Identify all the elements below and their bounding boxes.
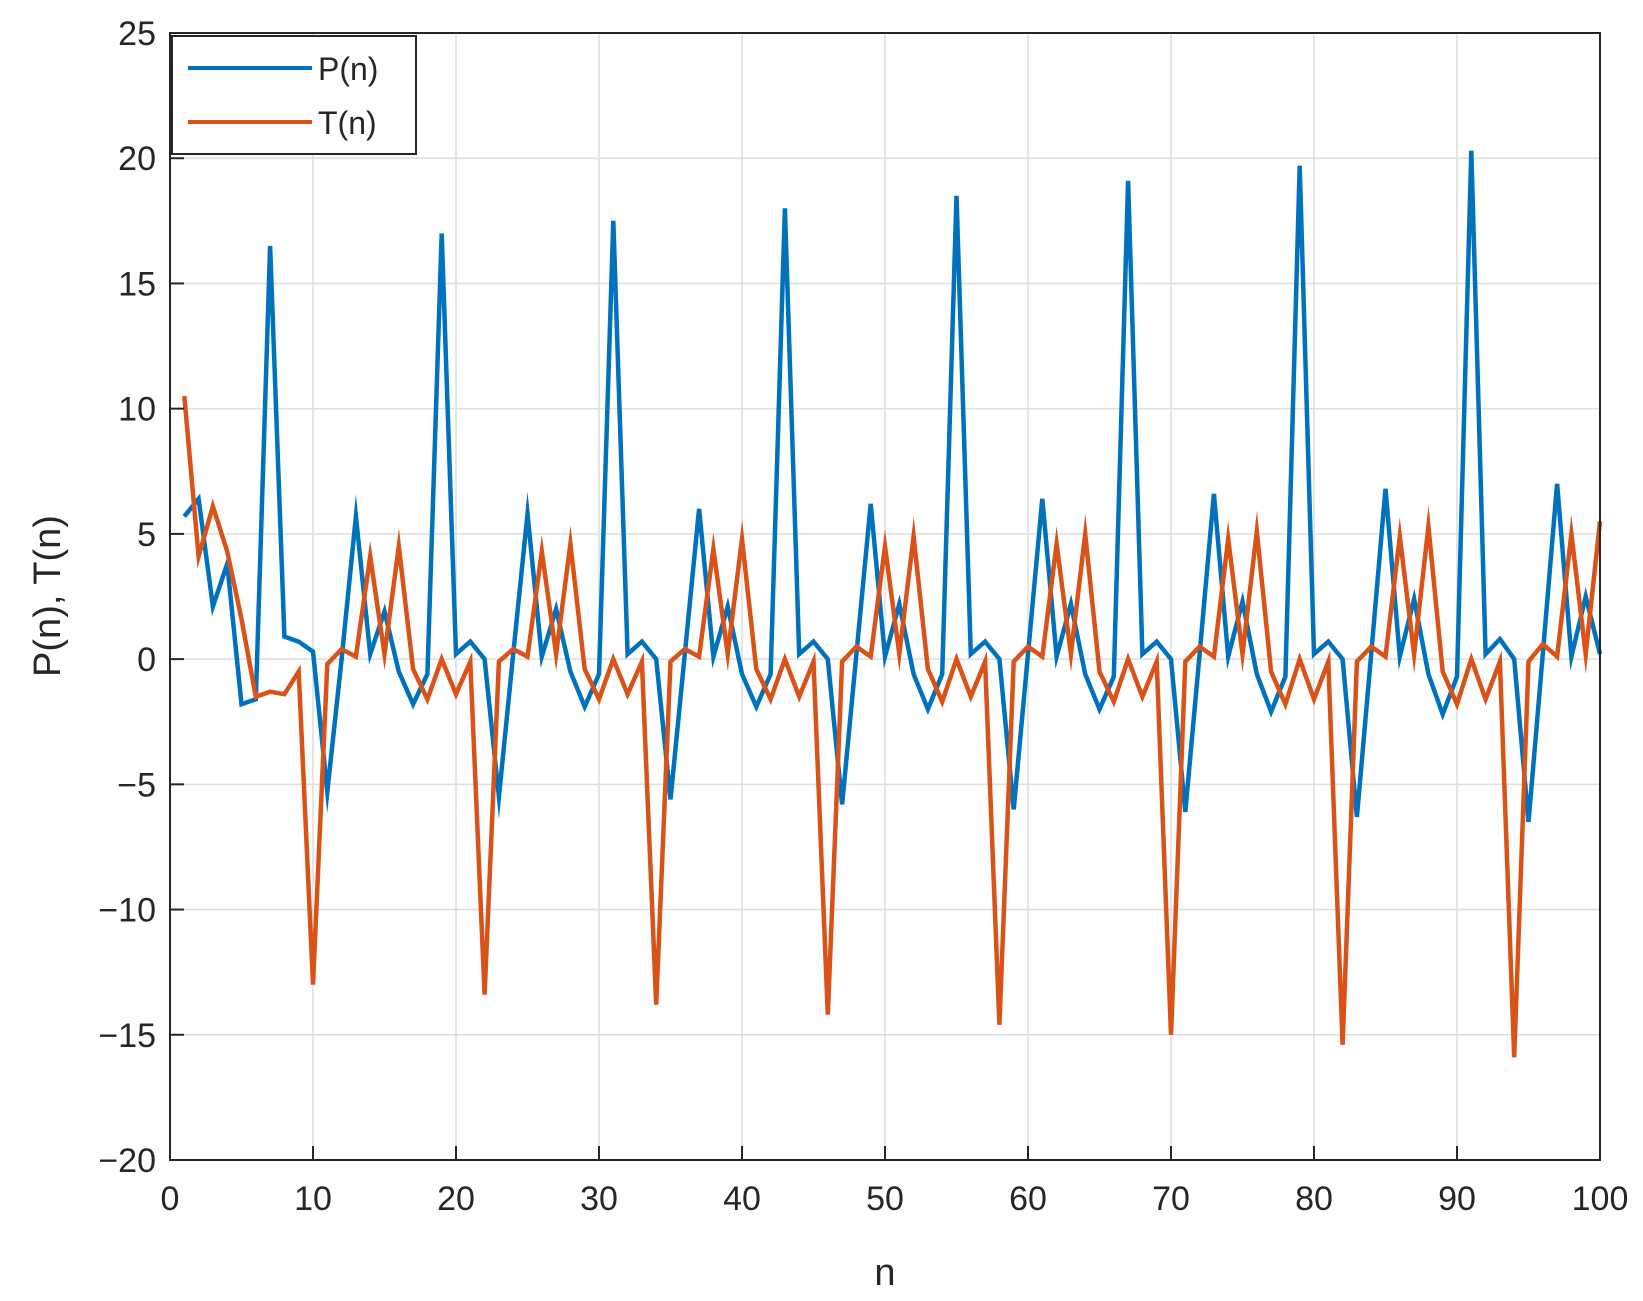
x-tick-label: 100	[1572, 1180, 1629, 1218]
y-tick-label: 20	[118, 140, 156, 178]
legend-box	[171, 35, 417, 155]
y-tick-label: 25	[118, 15, 156, 53]
x-tick-label: 90	[1438, 1180, 1476, 1218]
x-tick-label: 0	[161, 1180, 180, 1218]
y-tick-label: −5	[117, 766, 156, 804]
series-line-t	[182, 395, 1603, 1058]
x-tick-label: 10	[294, 1180, 332, 1218]
x-tick-label: 40	[723, 1180, 761, 1218]
y-tick-label: 10	[118, 391, 156, 429]
y-axis-ticks: −20 −15 −10 −5 0 5 10 15 20 25	[98, 15, 184, 1180]
y-tick-label: −15	[98, 1017, 156, 1055]
x-tick-label: 80	[1295, 1180, 1333, 1218]
y-tick-label: 5	[137, 516, 156, 554]
legend: P(n) T(n)	[171, 35, 417, 155]
legend-label-p: P(n)	[318, 51, 378, 87]
x-tick-label: 60	[1009, 1180, 1047, 1218]
x-tick-label: 50	[866, 1180, 904, 1218]
series-layer	[182, 150, 1603, 1058]
y-tick-label: 0	[137, 641, 156, 679]
x-axis-ticks: 0 10 20 30 40 50 60 70 80 90 100	[161, 1146, 1629, 1218]
x-tick-label: 20	[437, 1180, 475, 1218]
x-tick-label: 70	[1152, 1180, 1190, 1218]
x-axis-label: n	[874, 1252, 895, 1294]
x-tick-label: 30	[580, 1180, 618, 1218]
y-tick-label: −20	[98, 1142, 156, 1180]
legend-label-t: T(n)	[318, 105, 377, 141]
y-axis-label: P(n), T(n)	[27, 515, 69, 677]
y-tick-label: 15	[118, 265, 156, 303]
y-tick-label: −10	[98, 892, 156, 930]
